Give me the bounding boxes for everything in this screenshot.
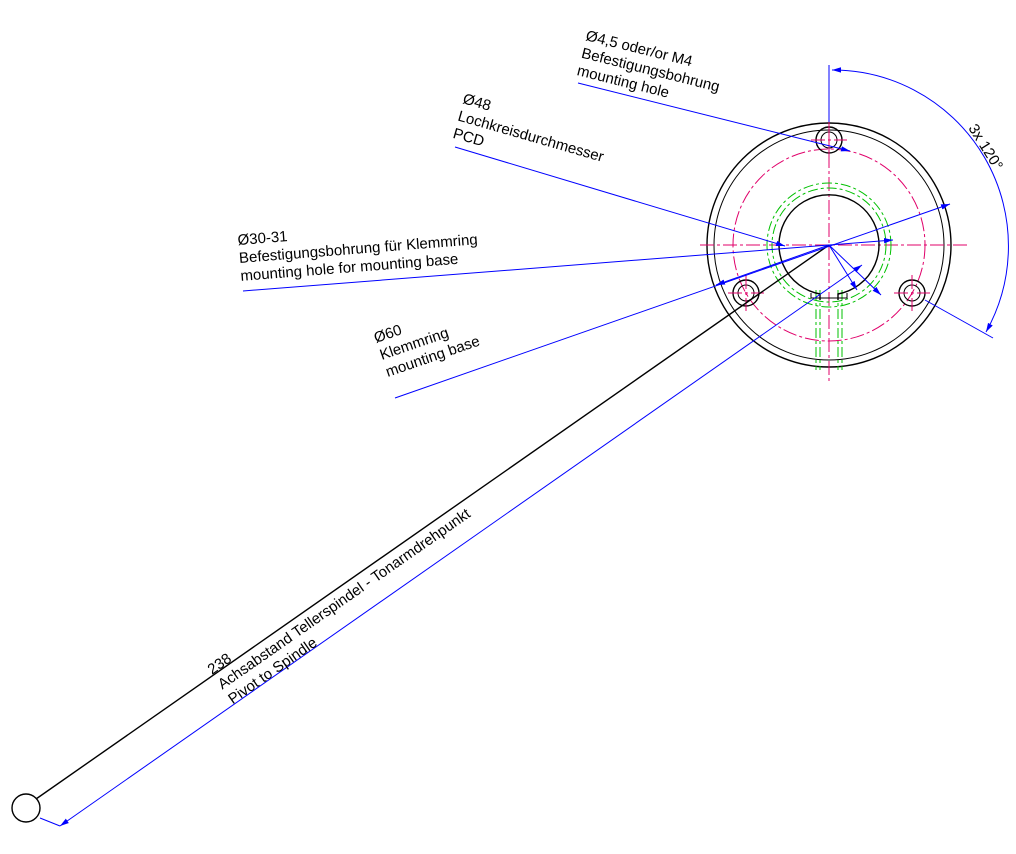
leader-pcd	[455, 147, 785, 246]
distance-extension-line-end	[40, 818, 60, 826]
label-pcd: Ø48 Lochkreisdurchmesser PCD	[451, 91, 611, 184]
label-distance: 238 Achsabstand Tellerspindel - Tonarmdr…	[205, 490, 485, 708]
label-base-hole: Ø30-31 Befestigungsbohrung für Klemmring…	[237, 213, 480, 285]
label-distance-de: Achsabstand Tellerspindel - Tonarmdrehpu…	[215, 505, 475, 693]
label-angle: 3x 120°	[965, 121, 1006, 173]
spindle-circle	[12, 794, 40, 822]
angle-extension-right	[925, 300, 993, 338]
mounting-hole-top	[811, 122, 847, 158]
leader-base	[395, 204, 950, 398]
mounting-hole-right	[894, 275, 930, 311]
label-base: Ø60 Klemmring mounting base	[372, 299, 482, 381]
mounting-hole-left	[728, 275, 764, 311]
label-mounting-hole: Ø4,5 oder/or M4 Befestigungsbohrung moun…	[575, 27, 725, 113]
